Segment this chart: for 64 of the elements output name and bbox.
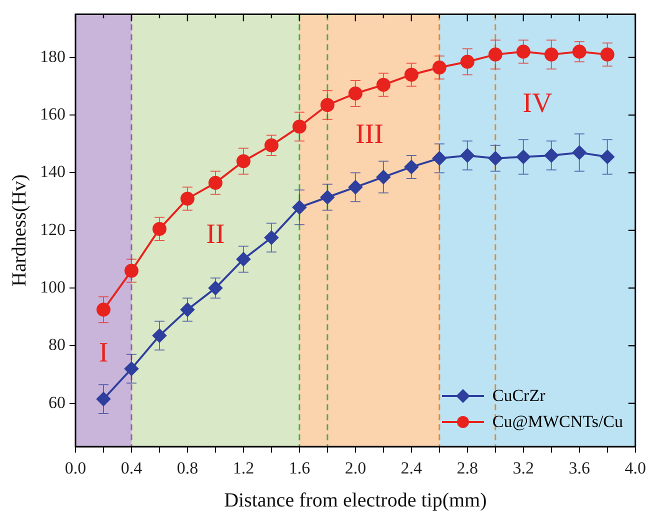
point <box>180 302 194 317</box>
y-tick-label: 140 <box>40 162 66 182</box>
point <box>236 154 250 168</box>
y-tick-label: 80 <box>48 335 66 354</box>
point <box>516 44 530 59</box>
point <box>180 192 194 206</box>
point <box>292 120 306 134</box>
x-tick-label: 4.0 <box>624 458 646 478</box>
point <box>376 78 390 92</box>
point <box>152 328 166 343</box>
point <box>488 48 502 62</box>
y-tick-label: 60 <box>48 392 66 412</box>
band-label: III <box>355 118 384 150</box>
point <box>600 150 614 164</box>
point <box>208 281 222 296</box>
x-tick-label: 3.6 <box>568 458 590 478</box>
point <box>544 48 558 62</box>
point <box>236 252 250 266</box>
x-tick-label: 1.6 <box>288 458 310 478</box>
x-tick-label: 0.8 <box>176 458 198 478</box>
point <box>404 160 418 174</box>
point <box>96 392 110 406</box>
point <box>544 148 558 162</box>
point <box>96 302 110 317</box>
y-tick-label: 120 <box>40 220 66 239</box>
point <box>320 98 334 112</box>
x-tick-label: 0.4 <box>120 458 143 478</box>
legend-label: Cu@MWCNTs/Cu <box>492 410 624 433</box>
point <box>124 362 138 376</box>
band-label: IV <box>522 88 552 120</box>
point <box>516 150 530 164</box>
point <box>404 68 418 82</box>
point <box>460 54 474 69</box>
point <box>376 170 390 184</box>
legend-label: CuCrZr <box>492 384 546 407</box>
point <box>572 44 586 59</box>
x-tick-label: 3.2 <box>512 458 534 478</box>
point <box>600 48 614 62</box>
point <box>348 86 362 100</box>
point <box>432 151 446 166</box>
x-tick-label: 0.0 <box>64 458 86 478</box>
point <box>124 264 138 278</box>
point <box>488 151 502 166</box>
x-axis-title: Distance from electrode tip(mm) <box>224 489 487 512</box>
point <box>348 180 362 194</box>
x-tick-label: 1.2 <box>232 458 254 478</box>
point <box>208 176 222 190</box>
point <box>572 146 586 160</box>
point <box>152 222 166 236</box>
x-tick-label: 2.8 <box>456 458 478 478</box>
band-label: II <box>206 218 225 250</box>
band-label: I <box>98 338 108 369</box>
point <box>264 230 278 245</box>
y-tick-label: 180 <box>40 46 66 66</box>
point <box>432 60 446 75</box>
y-axis-title: Hardness(Hv) <box>8 174 30 286</box>
x-tick-label: 2.4 <box>400 458 423 478</box>
point <box>320 190 334 204</box>
y-tick-label: 160 <box>40 104 66 124</box>
point <box>292 200 306 214</box>
point <box>264 138 278 152</box>
y-tick-label: 100 <box>40 278 66 297</box>
point <box>460 148 474 162</box>
x-tick-label: 2.0 <box>344 458 366 478</box>
